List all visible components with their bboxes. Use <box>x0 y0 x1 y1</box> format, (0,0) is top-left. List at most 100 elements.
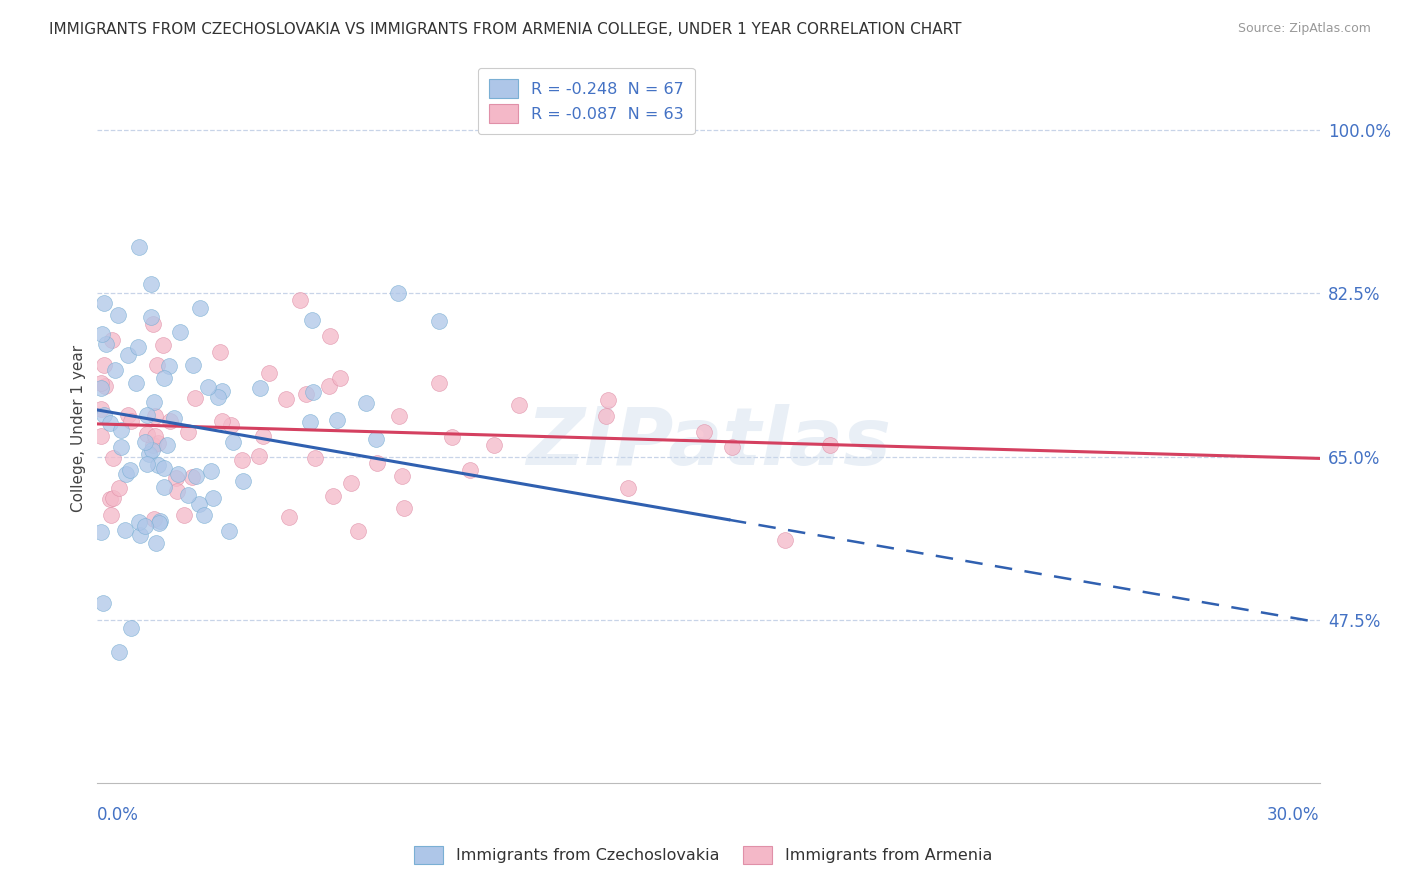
Point <box>427 376 450 391</box>
Point <box>201 491 224 505</box>
Point <box>127 339 149 353</box>
Point <box>188 301 211 315</box>
Point <box>128 240 150 254</box>
Point <box>125 376 148 391</box>
Point <box>146 435 169 450</box>
Point <box>90 429 112 443</box>
Point <box>329 371 352 385</box>
Point <box>135 409 157 423</box>
Text: 30.0%: 30.0% <box>1267 806 1320 824</box>
Point <box>318 379 340 393</box>
Point <box>177 425 200 439</box>
Point <box>276 392 298 406</box>
Point <box>143 409 166 424</box>
Point <box>141 277 163 291</box>
Point <box>252 429 274 443</box>
Point <box>169 325 191 339</box>
Point <box>693 425 716 440</box>
Point <box>247 450 270 464</box>
Point <box>162 410 184 425</box>
Point <box>166 483 188 498</box>
Point <box>156 437 179 451</box>
Point <box>366 456 388 470</box>
Legend: R = -0.248  N = 67, R = -0.087  N = 63: R = -0.248 N = 67, R = -0.087 N = 63 <box>478 68 695 134</box>
Point <box>183 358 205 372</box>
Point <box>101 451 124 466</box>
Point <box>295 386 318 401</box>
Point <box>166 467 188 481</box>
Point <box>117 348 139 362</box>
Point <box>93 408 115 422</box>
Point <box>110 440 132 454</box>
Point <box>107 481 129 495</box>
Point <box>148 516 170 530</box>
Point <box>773 533 796 548</box>
Point <box>90 381 112 395</box>
Point <box>146 458 169 473</box>
Point <box>219 417 242 432</box>
Point <box>136 427 159 442</box>
Point <box>159 414 181 428</box>
Point <box>193 508 215 523</box>
Point <box>146 359 169 373</box>
Point <box>165 470 187 484</box>
Text: ZIPatlas: ZIPatlas <box>526 404 891 482</box>
Point <box>249 381 271 395</box>
Point <box>232 474 254 488</box>
Point <box>152 480 174 494</box>
Point <box>149 514 172 528</box>
Point <box>103 491 125 505</box>
Point <box>107 308 129 322</box>
Point <box>100 334 122 348</box>
Point <box>120 621 142 635</box>
Point <box>90 376 112 391</box>
Point <box>720 440 742 454</box>
Point <box>209 345 232 359</box>
Point <box>326 413 349 427</box>
Point <box>93 358 115 372</box>
Point <box>391 469 413 483</box>
Point <box>200 464 222 478</box>
Point <box>157 359 180 374</box>
Y-axis label: College, Under 1 year: College, Under 1 year <box>72 345 86 512</box>
Point <box>100 508 122 522</box>
Point <box>277 510 299 524</box>
Point <box>94 337 117 351</box>
Point <box>301 384 323 399</box>
Point <box>152 337 174 351</box>
Point <box>91 327 114 342</box>
Point <box>392 500 415 515</box>
Point <box>301 313 323 327</box>
Point <box>128 515 150 529</box>
Point <box>508 398 530 412</box>
Point <box>142 438 165 452</box>
Point <box>318 328 340 343</box>
Point <box>298 416 321 430</box>
Point <box>197 379 219 393</box>
Point <box>211 414 233 428</box>
Point <box>93 295 115 310</box>
Point <box>818 438 841 452</box>
Text: 0.0%: 0.0% <box>97 806 139 824</box>
Point <box>134 434 156 449</box>
Point <box>366 432 388 446</box>
Point <box>136 458 159 472</box>
Point <box>304 450 326 465</box>
Point <box>347 524 370 539</box>
Point <box>129 527 152 541</box>
Point <box>288 293 311 308</box>
Point <box>145 536 167 550</box>
Point <box>98 491 121 506</box>
Point <box>207 390 229 404</box>
Point <box>120 463 142 477</box>
Point <box>222 435 245 450</box>
Point <box>173 508 195 522</box>
Point <box>104 363 127 377</box>
Point <box>134 519 156 533</box>
Point <box>98 416 121 430</box>
Legend: Immigrants from Czechoslovakia, Immigrants from Armenia: Immigrants from Czechoslovakia, Immigran… <box>408 839 998 871</box>
Point <box>211 384 233 399</box>
Point <box>110 423 132 437</box>
Point <box>152 461 174 475</box>
Point <box>186 468 208 483</box>
